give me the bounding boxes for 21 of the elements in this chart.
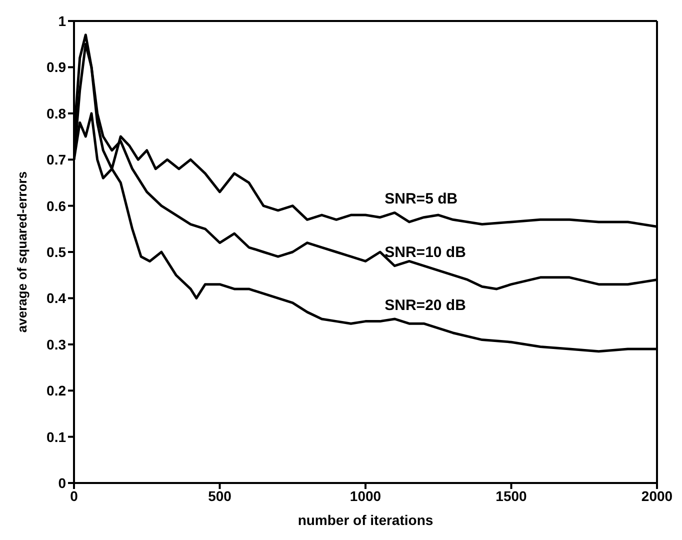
series-label: SNR=5 dB [384, 190, 458, 208]
y-tick-label: 0.7 [46, 152, 66, 168]
y-tick-label: 0.8 [46, 105, 66, 122]
series-label: SNR=20 dB [384, 296, 466, 314]
x-axis-title: number of iterations [298, 512, 434, 528]
x-tick-label: 1500 [496, 488, 528, 504]
y-tick-label: 0.5 [46, 244, 66, 260]
x-tick-label: 2000 [641, 488, 673, 504]
x-tick-label: 0 [70, 488, 78, 504]
y-tick-label: 0.3 [46, 336, 66, 352]
x-tick-label: 500 [208, 488, 232, 504]
y-tick-label: 0 [58, 474, 66, 491]
y-tick-label: 0.9 [46, 59, 66, 76]
series-label: SNR=10 dB [384, 244, 466, 261]
y-tick-label: 0.1 [46, 428, 66, 445]
y-tick-label: 0.6 [46, 198, 66, 214]
y-axis-title: average of squared-errors [14, 171, 30, 333]
y-tick-label: 1 [58, 12, 66, 29]
x-tick-label: 1000 [350, 488, 382, 504]
y-tick-label: 0.4 [46, 290, 66, 306]
y-tick-label: 0.2 [46, 382, 66, 399]
